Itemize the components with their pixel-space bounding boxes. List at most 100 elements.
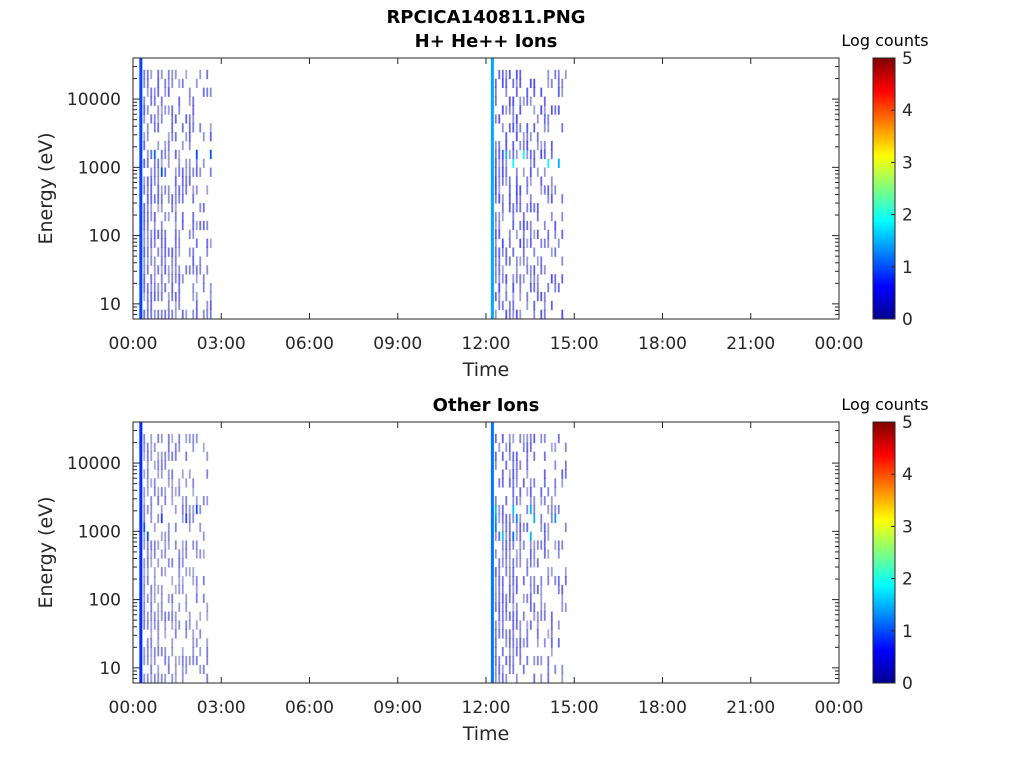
- x-tick-label: 18:00: [638, 334, 687, 354]
- spectrogram-cell: [529, 549, 532, 559]
- colorbar-2-label: Log counts: [841, 395, 929, 414]
- spectrogram-cell: [192, 504, 195, 515]
- spectrogram-cell: [202, 220, 205, 231]
- spectrogram-cell: [533, 451, 536, 461]
- colorbar: [872, 421, 896, 684]
- spectrogram-cell: [171, 105, 174, 115]
- spectrogram-cell: [512, 567, 515, 577]
- spectrogram-cell: [188, 176, 191, 186]
- spectrogram-cell: [153, 549, 156, 559]
- spectrogram-cell: [529, 558, 532, 568]
- spectrogram-cell: [561, 602, 564, 612]
- x-tick-label: 12:00: [462, 698, 511, 718]
- spectrogram-cell: [209, 283, 212, 293]
- spectrogram-cell: [160, 274, 163, 284]
- spectrogram-cell: [164, 647, 167, 657]
- spectrogram-cell: [529, 220, 532, 231]
- spectrogram-cell: [505, 531, 508, 541]
- spectrogram-cell: [160, 167, 163, 177]
- spectrogram-cell: [171, 203, 174, 213]
- spectrogram-cell: [526, 256, 529, 266]
- spectrogram-cell: [512, 629, 515, 639]
- spectrogram-cell: [505, 309, 508, 319]
- y-tick-label: 100: [89, 591, 121, 611]
- spectrogram-cell: [533, 558, 536, 568]
- spectrogram-cell: [150, 194, 153, 204]
- spectrogram-cell: [533, 309, 536, 319]
- spectrogram-cell: [202, 531, 205, 541]
- spectrogram-cell: [202, 496, 205, 506]
- spectrogram-cell: [150, 69, 153, 80]
- spectrogram-cell: [519, 309, 522, 319]
- spectrogram-cell: [167, 655, 170, 666]
- spectrogram-cell: [143, 442, 146, 453]
- spectrogram-cell: [529, 283, 532, 293]
- spectrogram-cell: [167, 531, 170, 541]
- spectrogram-cell: [185, 69, 188, 80]
- spectrogram-cell: [143, 451, 146, 461]
- spectrogram-cell: [146, 655, 149, 666]
- spectrogram-cell: [153, 442, 156, 453]
- spectrogram-cell: [192, 478, 195, 488]
- spectrogram-cell: [519, 283, 522, 293]
- spectrogram-cell: [505, 176, 508, 186]
- spectrogram-cell: [561, 194, 564, 204]
- spectrogram-cell: [540, 256, 543, 266]
- spectrogram-cell: [522, 238, 525, 248]
- spectrogram-cell: [153, 487, 156, 497]
- spectrogram-cell: [554, 105, 557, 115]
- spectrogram-cell: [519, 69, 522, 80]
- spectrogram-cell: [160, 229, 163, 240]
- x-tick-label: 21:00: [726, 334, 775, 354]
- spectrogram-cell: [181, 655, 184, 666]
- spectrogram-cell: [174, 211, 177, 222]
- y-tick-label: 100: [89, 227, 121, 247]
- spectrogram-cell: [164, 78, 167, 89]
- spectrogram-cell: [498, 149, 501, 160]
- spectrogram-cell: [143, 433, 146, 444]
- spectrogram-cell: [512, 540, 515, 550]
- spectrogram-cell: [519, 194, 522, 204]
- spectrogram-cell: [522, 149, 525, 160]
- spectrogram-cell: [150, 87, 153, 97]
- spectrogram-cell: [188, 433, 191, 444]
- spectrogram-cell: [501, 123, 504, 133]
- spectrogram-cell: [515, 69, 518, 80]
- spectrogram-cell: [501, 549, 504, 559]
- x-axis-label: Time: [462, 723, 510, 745]
- spectrogram-cell: [526, 567, 529, 577]
- spectrogram-cell: [146, 211, 149, 222]
- spectrogram-cell: [164, 105, 167, 115]
- spectrogram-cell: [171, 309, 174, 319]
- spectrogram-cell: [547, 194, 550, 204]
- spectrogram-cell: [508, 647, 511, 657]
- spectrogram-cell: [150, 655, 153, 666]
- spectrogram-cell: [494, 167, 497, 177]
- spectrogram-cell: [494, 620, 497, 630]
- spectrogram-cell: [143, 602, 146, 612]
- spectrogram-cell: [164, 167, 167, 177]
- spectrogram-cell: [501, 176, 504, 186]
- figure-title: RPCICA140811.PNG: [386, 7, 586, 28]
- spectrogram-cell: [512, 114, 515, 124]
- spectrogram-cell: [536, 620, 539, 630]
- spectrogram-cell: [522, 140, 525, 151]
- spectrogram-cell: [533, 105, 536, 115]
- spectrogram-cell: [498, 283, 501, 293]
- spectrogram-cell: [512, 451, 515, 461]
- spectrogram-cell: [143, 575, 146, 586]
- spectrogram-cell: [501, 300, 504, 311]
- spectrogram-cell: [160, 194, 163, 204]
- spectrogram-cell: [160, 504, 163, 515]
- spectrogram-cell: [501, 513, 504, 524]
- spectrogram-cell: [536, 283, 539, 293]
- spectrogram-cell: [550, 140, 553, 151]
- spectrogram-cell: [178, 602, 181, 612]
- spectrogram-cell: [522, 211, 525, 222]
- spectrogram-cell: [540, 540, 543, 550]
- spectrogram-cell: [146, 105, 149, 115]
- spectrogram-cell: [185, 593, 188, 604]
- spectrogram-cell: [185, 567, 188, 577]
- y-tick-label: 10000: [67, 90, 121, 110]
- spectrogram-cell: [494, 256, 497, 266]
